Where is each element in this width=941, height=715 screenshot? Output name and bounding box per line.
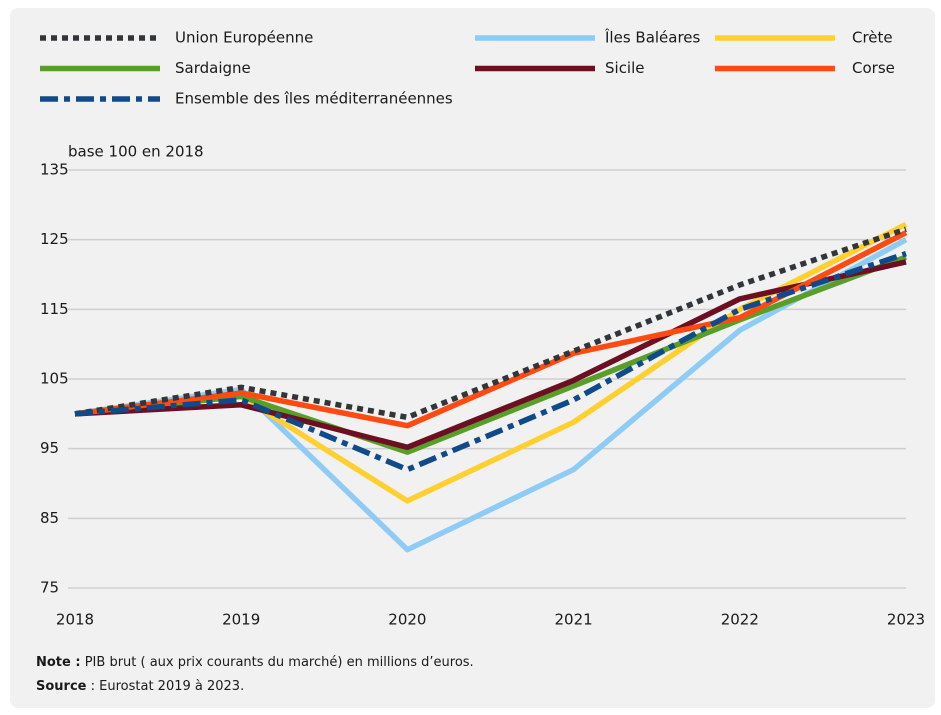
legend-label: Union Européenne: [175, 29, 313, 47]
x-tick-label: 2021: [555, 611, 593, 629]
note: Note : PIB brut ( aux prix courants du m…: [36, 655, 474, 670]
y-tick-label: 115: [40, 300, 69, 318]
series-line: [74, 230, 908, 429]
x-tick-label: 2023: [887, 611, 925, 629]
y-tick-label: 85: [40, 509, 59, 527]
x-tick-label: 2018: [56, 611, 94, 629]
legend-label: Crète: [852, 29, 893, 47]
note-text: PIB brut ( aux prix courants du marché) …: [84, 655, 474, 670]
x-tick-label: 2022: [721, 611, 759, 629]
y-tick-label: 125: [40, 230, 69, 248]
x-tick-label: 2019: [222, 611, 260, 629]
legend-label: Ensemble des îles méditerranéennes: [175, 90, 453, 108]
series-line: [74, 254, 907, 455]
y-axis-label: base 100 en 2018: [68, 143, 204, 161]
source-label: Source: [36, 679, 87, 694]
legend-label: Sicile: [605, 59, 645, 77]
x-tick-label: 2020: [388, 611, 426, 629]
series-line: [74, 250, 907, 473]
source: Source : Eurostat 2019 à 2023.: [36, 679, 244, 694]
y-tick-label: 75: [40, 579, 59, 597]
y-tick-label: 105: [40, 370, 69, 388]
legend-label: Sardaigne: [175, 59, 251, 77]
y-tick-label: 135: [40, 161, 69, 179]
series-line: [74, 259, 907, 451]
y-tick-label: 95: [40, 439, 59, 457]
series-line: [74, 221, 908, 504]
series-line: [74, 237, 908, 553]
panel: [10, 8, 935, 708]
note-label: Note :: [36, 655, 81, 670]
legend-label: Corse: [852, 59, 895, 77]
legend-label: Îles Baléares: [604, 28, 701, 47]
source-text: : Eurostat 2019 à 2023.: [90, 679, 245, 694]
